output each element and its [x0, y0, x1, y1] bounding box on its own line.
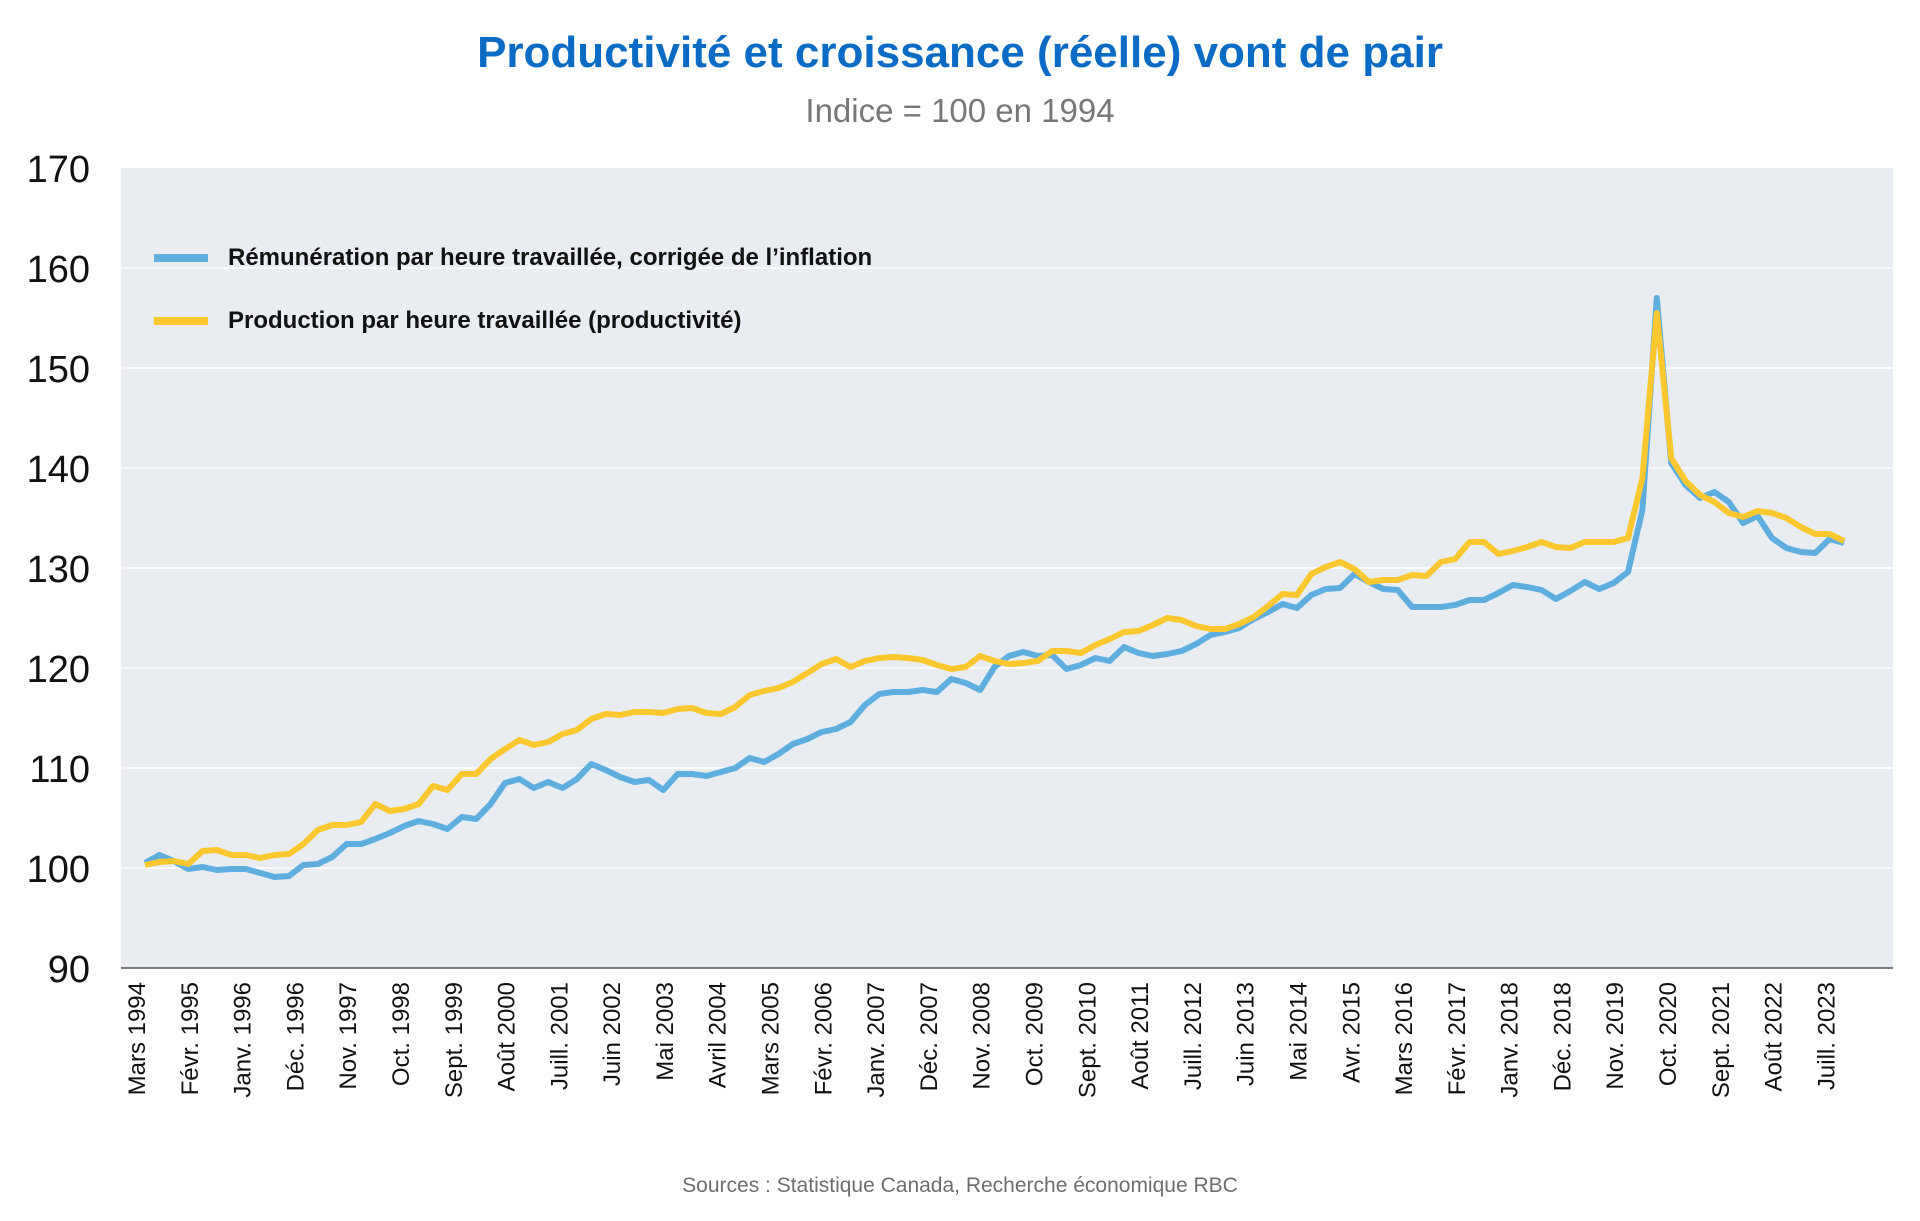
- x-tick-label: Juill. 2012: [1180, 982, 1207, 1090]
- legend-item-remuneration[interactable]: Rémunération par heure travaillée, corri…: [154, 244, 872, 272]
- x-tick-label: Janv. 1996: [230, 982, 257, 1098]
- x-tick-label: Mars 1994: [124, 982, 151, 1095]
- y-tick-label: 170: [27, 149, 90, 191]
- y-tick-label: 100: [27, 849, 90, 891]
- x-tick-label: Déc. 2018: [1549, 982, 1576, 1091]
- x-tick-label: Mai 2014: [1285, 982, 1312, 1081]
- x-tick-label: Nov. 2008: [969, 982, 996, 1090]
- x-tick-label: Juill. 2023: [1813, 982, 1840, 1090]
- x-tick-label: Nov. 2019: [1602, 982, 1629, 1090]
- x-tick-label: Févr. 2006: [810, 982, 837, 1095]
- y-tick-label: 110: [29, 749, 90, 791]
- series-production: [144, 310, 1846, 868]
- x-tick-label: Sept. 2010: [1074, 982, 1101, 1098]
- x-tick-label: Août 2022: [1761, 982, 1788, 1091]
- x-tick-label: Nov. 1997: [335, 982, 362, 1090]
- y-tick-label: 90: [48, 949, 90, 991]
- x-tick-label: Févr. 1995: [177, 982, 204, 1095]
- x-tick-label: Déc. 1996: [282, 982, 309, 1091]
- x-tick-label: Mars 2005: [758, 982, 785, 1095]
- x-tick-label: Janv. 2007: [863, 982, 890, 1098]
- x-tick-label: Avril 2004: [705, 982, 732, 1088]
- x-tick-label: Août 2000: [494, 982, 521, 1091]
- x-tick-label: Oct. 1998: [388, 982, 415, 1086]
- x-tick-label: Oct. 2009: [1021, 982, 1048, 1086]
- sources-note: Sources : Statistique Canada, Recherche …: [682, 1174, 1238, 1197]
- x-tick-label: Juill. 2001: [546, 982, 573, 1090]
- y-tick-label: 130: [27, 549, 90, 591]
- legend-label-remuneration: Rémunération par heure travaillée, corri…: [228, 244, 873, 271]
- y-tick-label: 140: [27, 449, 90, 491]
- x-tick-label: Févr. 2017: [1444, 982, 1471, 1095]
- gridlines: [121, 267, 1893, 869]
- x-tick-label: Oct. 2020: [1655, 982, 1682, 1086]
- x-tick-label: Sept. 2021: [1708, 982, 1735, 1098]
- x-tick-label: Sept. 1999: [441, 982, 468, 1098]
- chart-subtitle: Indice = 100 en 1994: [805, 92, 1115, 129]
- x-tick-label: Avr. 2015: [1338, 982, 1365, 1083]
- x-tick-label: Août 2011: [1127, 982, 1154, 1090]
- x-tick-label: Juin 2002: [599, 982, 626, 1086]
- x-tick-label: Mai 2003: [652, 982, 679, 1081]
- x-tick-label: Janv. 2018: [1497, 982, 1524, 1098]
- x-axis-ticks: Mars 1994 Févr. 1995 Janv. 1996 Déc. 1996 No…: [124, 982, 1840, 1098]
- legend-item-production[interactable]: Production par heure travaillée (product…: [154, 307, 741, 335]
- legend-label-production: Production par heure travaillée (product…: [228, 307, 742, 334]
- chart-title: Productivité et croissance (réelle) vont…: [477, 28, 1443, 77]
- series-lines: [143, 295, 1846, 880]
- x-tick-label: Juin 2013: [1233, 982, 1260, 1086]
- y-tick-label: 160: [27, 249, 90, 291]
- legend-swatch-yellow: [154, 317, 208, 325]
- legend-swatch-blue: [154, 254, 208, 262]
- x-tick-label: Déc. 2007: [916, 982, 943, 1091]
- y-tick-label: 150: [27, 349, 90, 391]
- y-axis-ticks: 90 100 110 120 130 140 150 160 170: [27, 149, 90, 991]
- x-tick-label: Mars 2016: [1391, 982, 1418, 1095]
- y-tick-label: 120: [27, 649, 90, 691]
